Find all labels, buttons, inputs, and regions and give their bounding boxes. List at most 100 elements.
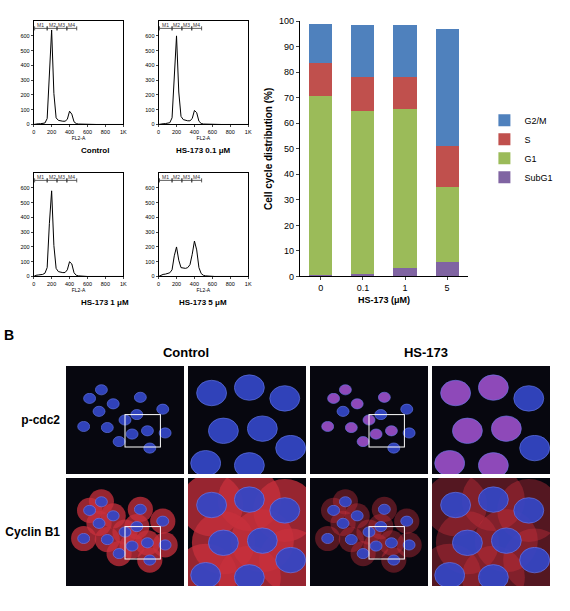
- svg-text:600: 600: [20, 33, 29, 39]
- html-text:p-cdc2: p-cdc2: [21, 413, 60, 427]
- svg-text:400: 400: [145, 62, 154, 68]
- svg-text:400: 400: [145, 214, 154, 220]
- svg-text:M2: M2: [173, 174, 180, 180]
- svg-text:200: 200: [20, 244, 29, 250]
- svg-text:Cell cycle distribution (%): Cell cycle distribution (%): [263, 88, 274, 210]
- svg-text:100: 100: [145, 259, 154, 265]
- svg-text:M1: M1: [37, 22, 44, 28]
- svg-text:500: 500: [145, 200, 154, 206]
- svg-text:600: 600: [208, 129, 217, 135]
- svg-text:100: 100: [145, 107, 154, 113]
- svg-text:400: 400: [65, 281, 74, 287]
- svg-text:M4: M4: [68, 174, 75, 180]
- svg-text:5: 5: [445, 283, 450, 293]
- svg-text:100: 100: [20, 259, 29, 265]
- svg-text:500: 500: [145, 48, 154, 54]
- svg-text:0: 0: [151, 273, 154, 279]
- svg-text:0.1: 0.1: [357, 283, 370, 293]
- svg-text:200: 200: [172, 281, 181, 287]
- svg-text:0: 0: [151, 121, 154, 127]
- svg-text:HS-173 1 μM: HS-173 1 μM: [81, 298, 129, 307]
- svg-text:200: 200: [145, 92, 154, 98]
- svg-text:0: 0: [27, 121, 30, 127]
- svg-text:100: 100: [279, 16, 294, 26]
- svg-text:50: 50: [284, 144, 294, 154]
- svg-text:M2: M2: [49, 22, 56, 28]
- svg-text:1K: 1K: [120, 281, 127, 287]
- svg-text:90: 90: [284, 42, 294, 52]
- svg-text:0: 0: [27, 273, 30, 279]
- svg-text:M1: M1: [162, 22, 169, 28]
- svg-text:1K: 1K: [120, 129, 127, 135]
- svg-text:M3: M3: [183, 22, 190, 28]
- svg-text:1: 1: [402, 283, 407, 293]
- svg-text:200: 200: [145, 244, 154, 250]
- svg-text:60: 60: [284, 118, 294, 128]
- svg-text:0: 0: [289, 272, 294, 282]
- svg-text:0: 0: [32, 129, 35, 135]
- svg-text:800: 800: [226, 281, 235, 287]
- svg-text:600: 600: [83, 281, 92, 287]
- svg-text:M3: M3: [58, 22, 65, 28]
- svg-text:M2: M2: [49, 174, 56, 180]
- svg-text:M2: M2: [173, 22, 180, 28]
- html-text:HS-173: HS-173: [404, 345, 448, 360]
- svg-text:600: 600: [208, 281, 217, 287]
- svg-text:Control: Control: [81, 146, 109, 155]
- svg-text:0: 0: [32, 281, 35, 287]
- svg-text:FL2-A: FL2-A: [72, 135, 86, 141]
- svg-text:400: 400: [20, 214, 29, 220]
- svg-text:10: 10: [284, 246, 294, 256]
- svg-text:400: 400: [20, 62, 29, 68]
- svg-text:200: 200: [47, 129, 56, 135]
- svg-text:100: 100: [20, 107, 29, 113]
- svg-text:G2/M: G2/M: [524, 116, 546, 126]
- svg-text:400: 400: [190, 281, 199, 287]
- svg-text:HS-173 5 μM: HS-173 5 μM: [179, 298, 227, 307]
- svg-text:FL2-A: FL2-A: [72, 287, 86, 293]
- svg-text:30: 30: [284, 195, 294, 205]
- svg-text:40: 40: [284, 169, 294, 179]
- svg-text:G1: G1: [524, 154, 536, 164]
- svg-text:1K: 1K: [245, 129, 252, 135]
- svg-text:600: 600: [145, 185, 154, 191]
- svg-text:200: 200: [172, 129, 181, 135]
- svg-text:800: 800: [101, 281, 110, 287]
- svg-text:70: 70: [284, 93, 294, 103]
- svg-text:400: 400: [65, 129, 74, 135]
- svg-text:FL2-A: FL2-A: [197, 135, 211, 141]
- svg-text:500: 500: [20, 200, 29, 206]
- svg-text:200: 200: [20, 92, 29, 98]
- svg-text:20: 20: [284, 221, 294, 231]
- svg-text:1K: 1K: [245, 281, 252, 287]
- svg-text:M4: M4: [193, 174, 200, 180]
- svg-text:800: 800: [226, 129, 235, 135]
- svg-text:0: 0: [157, 281, 160, 287]
- svg-text:M3: M3: [58, 174, 65, 180]
- svg-text:600: 600: [83, 129, 92, 135]
- svg-text:300: 300: [145, 229, 154, 235]
- svg-text:M1: M1: [162, 174, 169, 180]
- svg-text:300: 300: [20, 229, 29, 235]
- svg-text:200: 200: [47, 281, 56, 287]
- svg-text:FL2-A: FL2-A: [197, 287, 211, 293]
- svg-text:600: 600: [145, 33, 154, 39]
- svg-text:M4: M4: [193, 22, 200, 28]
- svg-text:M4: M4: [68, 22, 75, 28]
- svg-text:300: 300: [20, 77, 29, 83]
- svg-text:0: 0: [318, 283, 323, 293]
- svg-text:300: 300: [145, 77, 154, 83]
- svg-text:SubG1: SubG1: [524, 173, 552, 183]
- svg-text:80: 80: [284, 67, 294, 77]
- svg-text:800: 800: [101, 129, 110, 135]
- svg-text:0: 0: [157, 129, 160, 135]
- svg-text:M3: M3: [183, 174, 190, 180]
- html-text:Control: Control: [162, 345, 210, 360]
- svg-text:S: S: [524, 135, 530, 145]
- svg-text:M1: M1: [37, 174, 44, 180]
- svg-text:HS-173 (μM): HS-173 (μM): [358, 295, 410, 305]
- svg-text:400: 400: [190, 129, 199, 135]
- svg-text:600: 600: [20, 185, 29, 191]
- svg-text:500: 500: [20, 48, 29, 54]
- svg-text:HS-173 0.1 μM: HS-173 0.1 μM: [176, 146, 231, 155]
